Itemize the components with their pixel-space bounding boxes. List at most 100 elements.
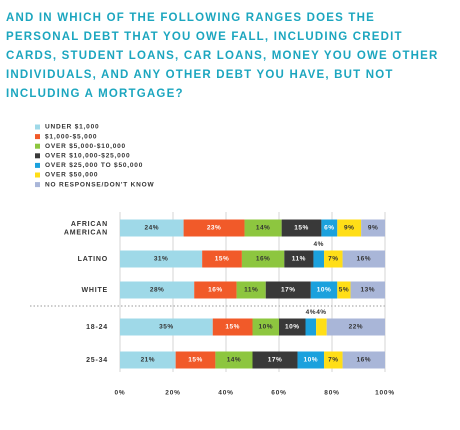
bar-segment	[342, 351, 385, 369]
bar-segment	[326, 318, 385, 336]
legend-swatch	[35, 143, 40, 149]
value-label: 17%	[268, 357, 283, 364]
value-label: 15%	[225, 324, 240, 331]
value-label: 10%	[304, 357, 319, 364]
bar-segment	[252, 351, 298, 369]
bar-segment	[202, 250, 242, 268]
bar-segment	[310, 281, 338, 299]
chart-title: INDIVIDUALS, AND ANY OTHER DEBT YOU HAVE…	[6, 69, 394, 81]
value-label: 11%	[292, 256, 306, 263]
value-label: 16%	[357, 256, 372, 263]
value-label: 14%	[256, 225, 271, 232]
value-label: 9%	[368, 225, 378, 232]
bar-segment	[120, 351, 176, 369]
legend-swatch	[35, 162, 40, 168]
value-label: 22%	[349, 324, 364, 331]
legend-label: OVER $5,000-$10,000	[45, 143, 126, 150]
value-label: 16%	[357, 357, 372, 364]
value-label: 11%	[244, 287, 258, 294]
legend-swatch	[35, 182, 40, 188]
value-label: 35%	[159, 324, 174, 331]
bar-segment	[215, 351, 253, 369]
bar-segment	[120, 250, 203, 268]
bar-segment	[324, 351, 343, 369]
y-tick-label: LATINO	[78, 256, 108, 263]
value-label: 15%	[188, 357, 203, 364]
value-label: 17%	[281, 287, 296, 294]
bar-segment	[321, 219, 338, 237]
value-label: 4%	[316, 309, 326, 316]
bar-segment	[265, 281, 311, 299]
x-tick-label: 80%	[324, 390, 339, 397]
bar-segment	[236, 281, 266, 299]
bar-segment	[120, 318, 213, 336]
bar-segment	[316, 318, 327, 336]
value-label: 16%	[208, 287, 223, 294]
x-tick-label: 20%	[165, 390, 180, 397]
bar-segment	[342, 250, 385, 268]
value-label: 4%	[314, 241, 324, 248]
bar-segment	[337, 219, 362, 237]
bar-segment	[281, 219, 322, 237]
legend-swatch	[35, 172, 40, 178]
value-label: 7%	[328, 256, 338, 263]
bar-segment	[337, 281, 351, 299]
legend-swatch	[35, 134, 40, 140]
x-tick-label: 40%	[218, 390, 233, 397]
bar-segment	[120, 219, 184, 237]
legend-label: OVER $25,000 TO $50,000	[45, 162, 143, 169]
value-label: 21%	[141, 357, 156, 364]
bar-segment	[183, 219, 245, 237]
bar-segment	[120, 281, 195, 299]
value-label: 10%	[285, 324, 300, 331]
value-label: 6%	[324, 225, 334, 232]
bar-segment	[297, 351, 325, 369]
value-label: 9%	[344, 225, 354, 232]
y-tick-label: 18-24	[86, 324, 108, 331]
value-label: 31%	[154, 256, 169, 263]
legend-swatch	[35, 124, 40, 130]
y-tick-label: WHITE	[81, 287, 108, 294]
y-tick-label: 25-34	[86, 357, 108, 364]
value-label: 23%	[207, 225, 222, 232]
x-tick-label: 100%	[375, 390, 395, 397]
bar-segment	[279, 318, 306, 336]
legend-label: UNDER $1,000	[45, 124, 99, 131]
chart-title: PERSONAL DEBT THAT YOU OWE FALL, INCLUDI…	[6, 31, 403, 43]
value-label: 28%	[150, 287, 165, 294]
y-tick-label: AFRICAN AMERICAN	[64, 221, 108, 237]
value-label: 5%	[339, 287, 349, 294]
value-label: 10%	[258, 324, 273, 331]
x-tick-label: 0%	[115, 390, 126, 397]
value-label: 16%	[256, 256, 271, 263]
chart-title: AND IN WHICH OF THE FOLLOWING RANGES DOE…	[6, 12, 375, 24]
legend-label: NO RESPONSE/DON'T KNOW	[45, 181, 154, 188]
legend-label: $1,000-$5,000	[45, 133, 97, 140]
value-label: 4%	[306, 309, 316, 316]
value-label: 13%	[361, 287, 376, 294]
x-tick-label: 60%	[271, 390, 286, 397]
chart-title: CARDS, STUDENT LOANS, CAR LOANS, MONEY Y…	[6, 50, 439, 62]
legend-label: OVER $50,000	[45, 172, 98, 179]
bar-segment	[313, 250, 325, 268]
bar-segment	[324, 250, 343, 268]
bar-segment	[212, 318, 253, 336]
bar-segment	[241, 250, 285, 268]
bar-segment	[305, 318, 317, 336]
value-label: 10%	[317, 287, 332, 294]
bar-segment	[194, 281, 237, 299]
bar-segment	[284, 250, 314, 268]
bar-segment	[361, 219, 385, 237]
value-label: 14%	[227, 357, 242, 364]
chart-title: INCLUDING A MORTGAGE?	[6, 88, 184, 100]
bar-segment	[350, 281, 385, 299]
value-label: 15%	[215, 256, 230, 263]
bar-segment	[175, 351, 216, 369]
value-label: 7%	[328, 357, 338, 364]
legend-label: OVER $10,000-$25,000	[45, 153, 130, 160]
bar-segment	[244, 219, 282, 237]
value-label: 15%	[294, 225, 309, 232]
bar-segment	[252, 318, 279, 336]
legend-swatch	[35, 153, 40, 159]
